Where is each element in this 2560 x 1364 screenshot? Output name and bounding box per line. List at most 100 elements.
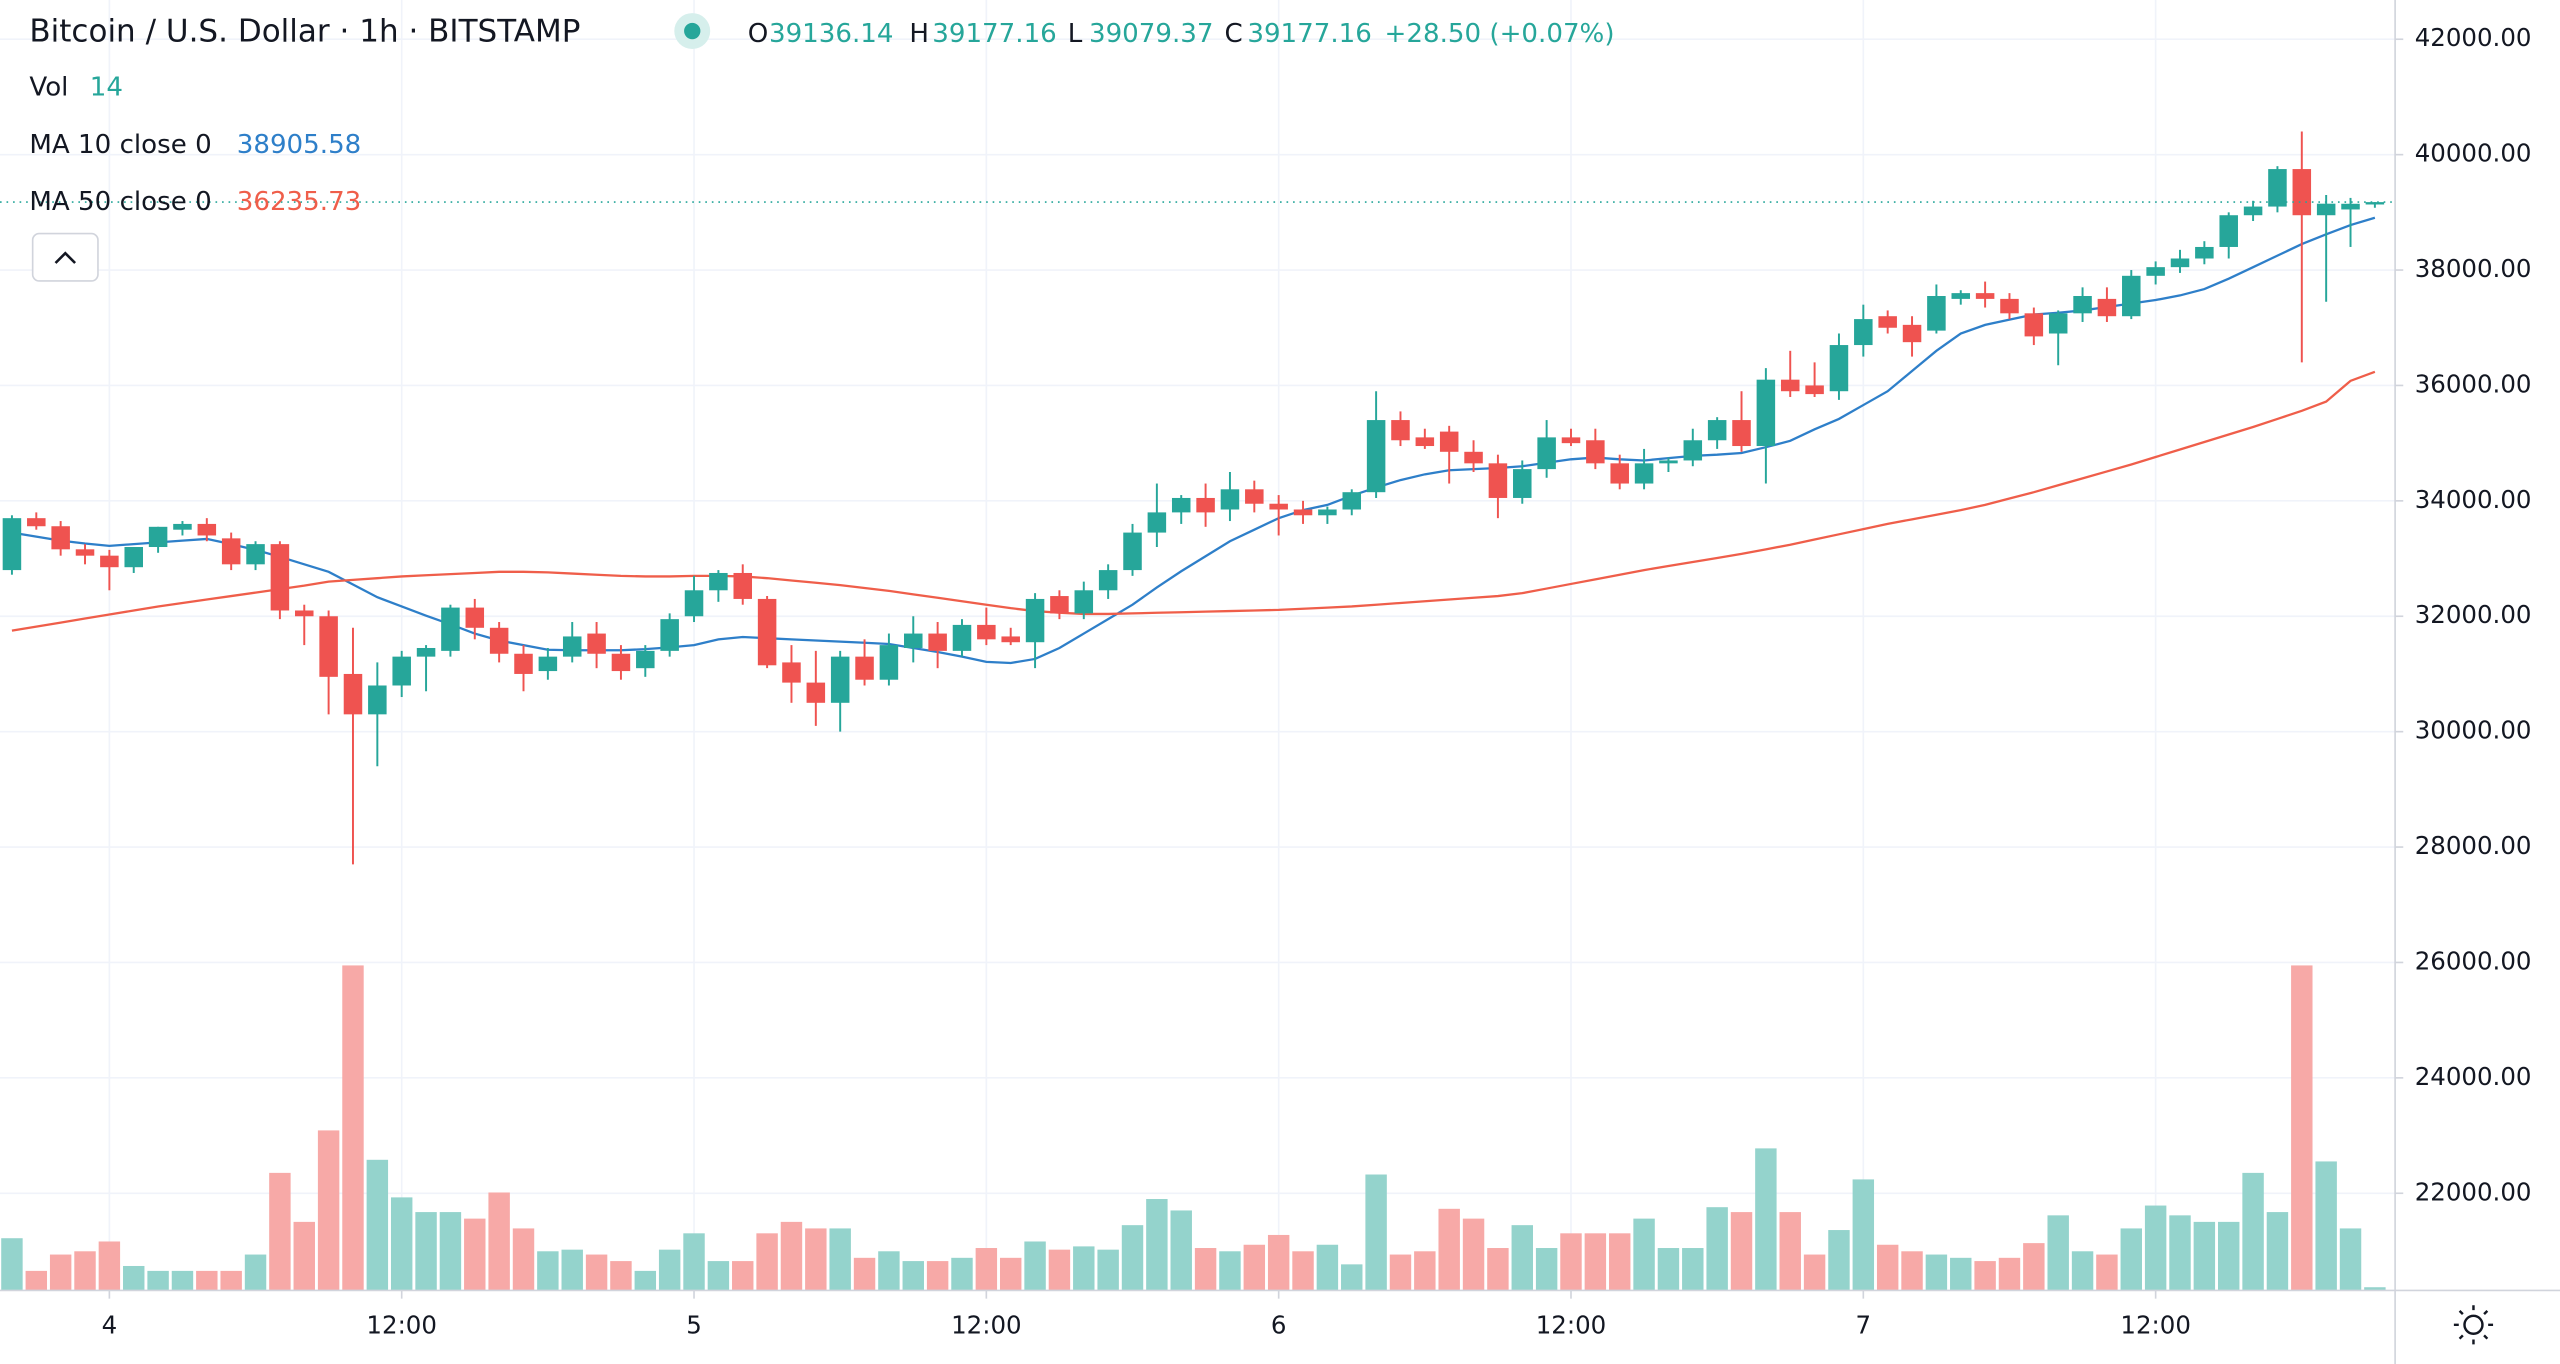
volume-bar (2339, 1228, 2362, 1291)
candle-body (2097, 298, 2117, 317)
candle-body (100, 555, 119, 568)
volume-bar (2096, 1254, 2118, 1291)
candle-body (562, 636, 582, 657)
candle-body (1805, 385, 1824, 395)
candle-body (1610, 463, 1629, 484)
candle-body (1829, 345, 1849, 392)
volume-bar (98, 1241, 121, 1291)
candle-body (782, 662, 801, 683)
x-tick-label: 12:00 (1536, 1310, 1607, 1339)
candle-body (2048, 313, 2068, 334)
candle-body (977, 624, 996, 640)
volume-bar (2169, 1215, 2191, 1291)
candle-body (1025, 598, 1045, 643)
volume-bar (1048, 1249, 1071, 1291)
candle-body (636, 650, 655, 669)
volume-bar (1487, 1248, 1509, 1291)
candle-body (2, 518, 22, 571)
volume-bar (269, 1172, 291, 1291)
volume-bar (1950, 1257, 1972, 1291)
candle-body (2170, 258, 2190, 268)
volume-bar (1365, 1174, 1387, 1291)
volume-bar (732, 1261, 754, 1291)
candle-body (2073, 296, 2092, 314)
volume-bar (1462, 1218, 1485, 1291)
candle-body (1050, 596, 1069, 614)
volume-bar (1633, 1218, 1655, 1291)
volume-bar (74, 1251, 96, 1291)
candle-body (1780, 379, 1800, 392)
x-tick-label: 6 (1271, 1310, 1287, 1339)
volume-bar (829, 1228, 851, 1291)
candle-body (1293, 509, 1313, 516)
settings-icon[interactable] (2453, 1305, 2494, 1345)
candle-body (684, 590, 704, 617)
volume-bar (2071, 1251, 2094, 1291)
x-tick-label: 7 (1856, 1310, 1872, 1339)
candle-body (173, 523, 192, 530)
candle-body (124, 547, 143, 568)
y-tick-label: 40000.00 (2415, 139, 2532, 168)
candle-body (538, 656, 558, 672)
candle-body (197, 523, 217, 536)
volume-bar (1876, 1244, 1899, 1291)
candle-body (1732, 420, 1751, 447)
volume-bar (853, 1257, 876, 1291)
candle-body (368, 685, 387, 715)
volume-bar (1730, 1212, 1753, 1291)
candle-body (489, 627, 509, 654)
candle-body (75, 549, 95, 556)
candle-body (1098, 570, 1118, 591)
y-tick-label: 32000.00 (2415, 600, 2532, 629)
collapse-button[interactable] (31, 232, 99, 282)
candle-body (611, 653, 631, 672)
legend-ma-value: 38905.58 (237, 130, 362, 160)
candle-body (1220, 489, 1240, 510)
volume-bar (1998, 1257, 2021, 1291)
volume-pane (1, 965, 2386, 1291)
volume-bar (1438, 1208, 1460, 1291)
candle-body (733, 572, 753, 599)
volume-bar (707, 1261, 730, 1291)
candle-body (1659, 460, 1678, 464)
volume-bar (390, 1197, 413, 1291)
y-tick-label: 34000.00 (2415, 485, 2532, 514)
candle-body (1902, 324, 1922, 343)
volume-bar (561, 1249, 583, 1291)
ohlc-value: 39079.37 (1089, 19, 1214, 49)
volume-bar (999, 1257, 1022, 1291)
y-tick-label: 36000.00 (2415, 369, 2532, 398)
candle-body (514, 653, 533, 674)
candle-body (2122, 275, 2141, 317)
candle-body (855, 656, 874, 680)
volume-bar (1901, 1251, 1923, 1291)
volume-bar (1974, 1261, 1996, 1291)
candle-body (319, 616, 338, 677)
x-tick-label: 12:00 (366, 1310, 437, 1339)
ma-line (11, 370, 2376, 632)
candle-body (1269, 503, 1288, 510)
candle-body (904, 633, 923, 648)
volume-bar (49, 1254, 72, 1291)
volume-bar (1170, 1210, 1192, 1291)
volume-bar (756, 1233, 778, 1291)
volume-bar (2047, 1215, 2069, 1291)
candle-body (2146, 267, 2165, 276)
candle-body (1001, 636, 1020, 643)
ohlc-value: 39177.16 (932, 19, 1057, 49)
candle-body (1513, 469, 1532, 498)
chart-title: Bitcoin / U.S. Dollar · 1h · BITSTAMP (29, 14, 580, 50)
volume-bar (902, 1261, 924, 1291)
candle-body (879, 645, 899, 680)
volume-bar (1146, 1199, 1168, 1291)
volume-bar (1414, 1251, 1436, 1291)
candle-body (392, 656, 411, 686)
volume-bar (2218, 1221, 2240, 1291)
volume-bar (293, 1221, 315, 1291)
volume-bar (2266, 1212, 2289, 1291)
volume-bar (1925, 1254, 1948, 1291)
ohlc-key: O (748, 19, 769, 49)
legend-ma-value: 36235.73 (237, 187, 362, 217)
candle-body (1342, 492, 1362, 510)
